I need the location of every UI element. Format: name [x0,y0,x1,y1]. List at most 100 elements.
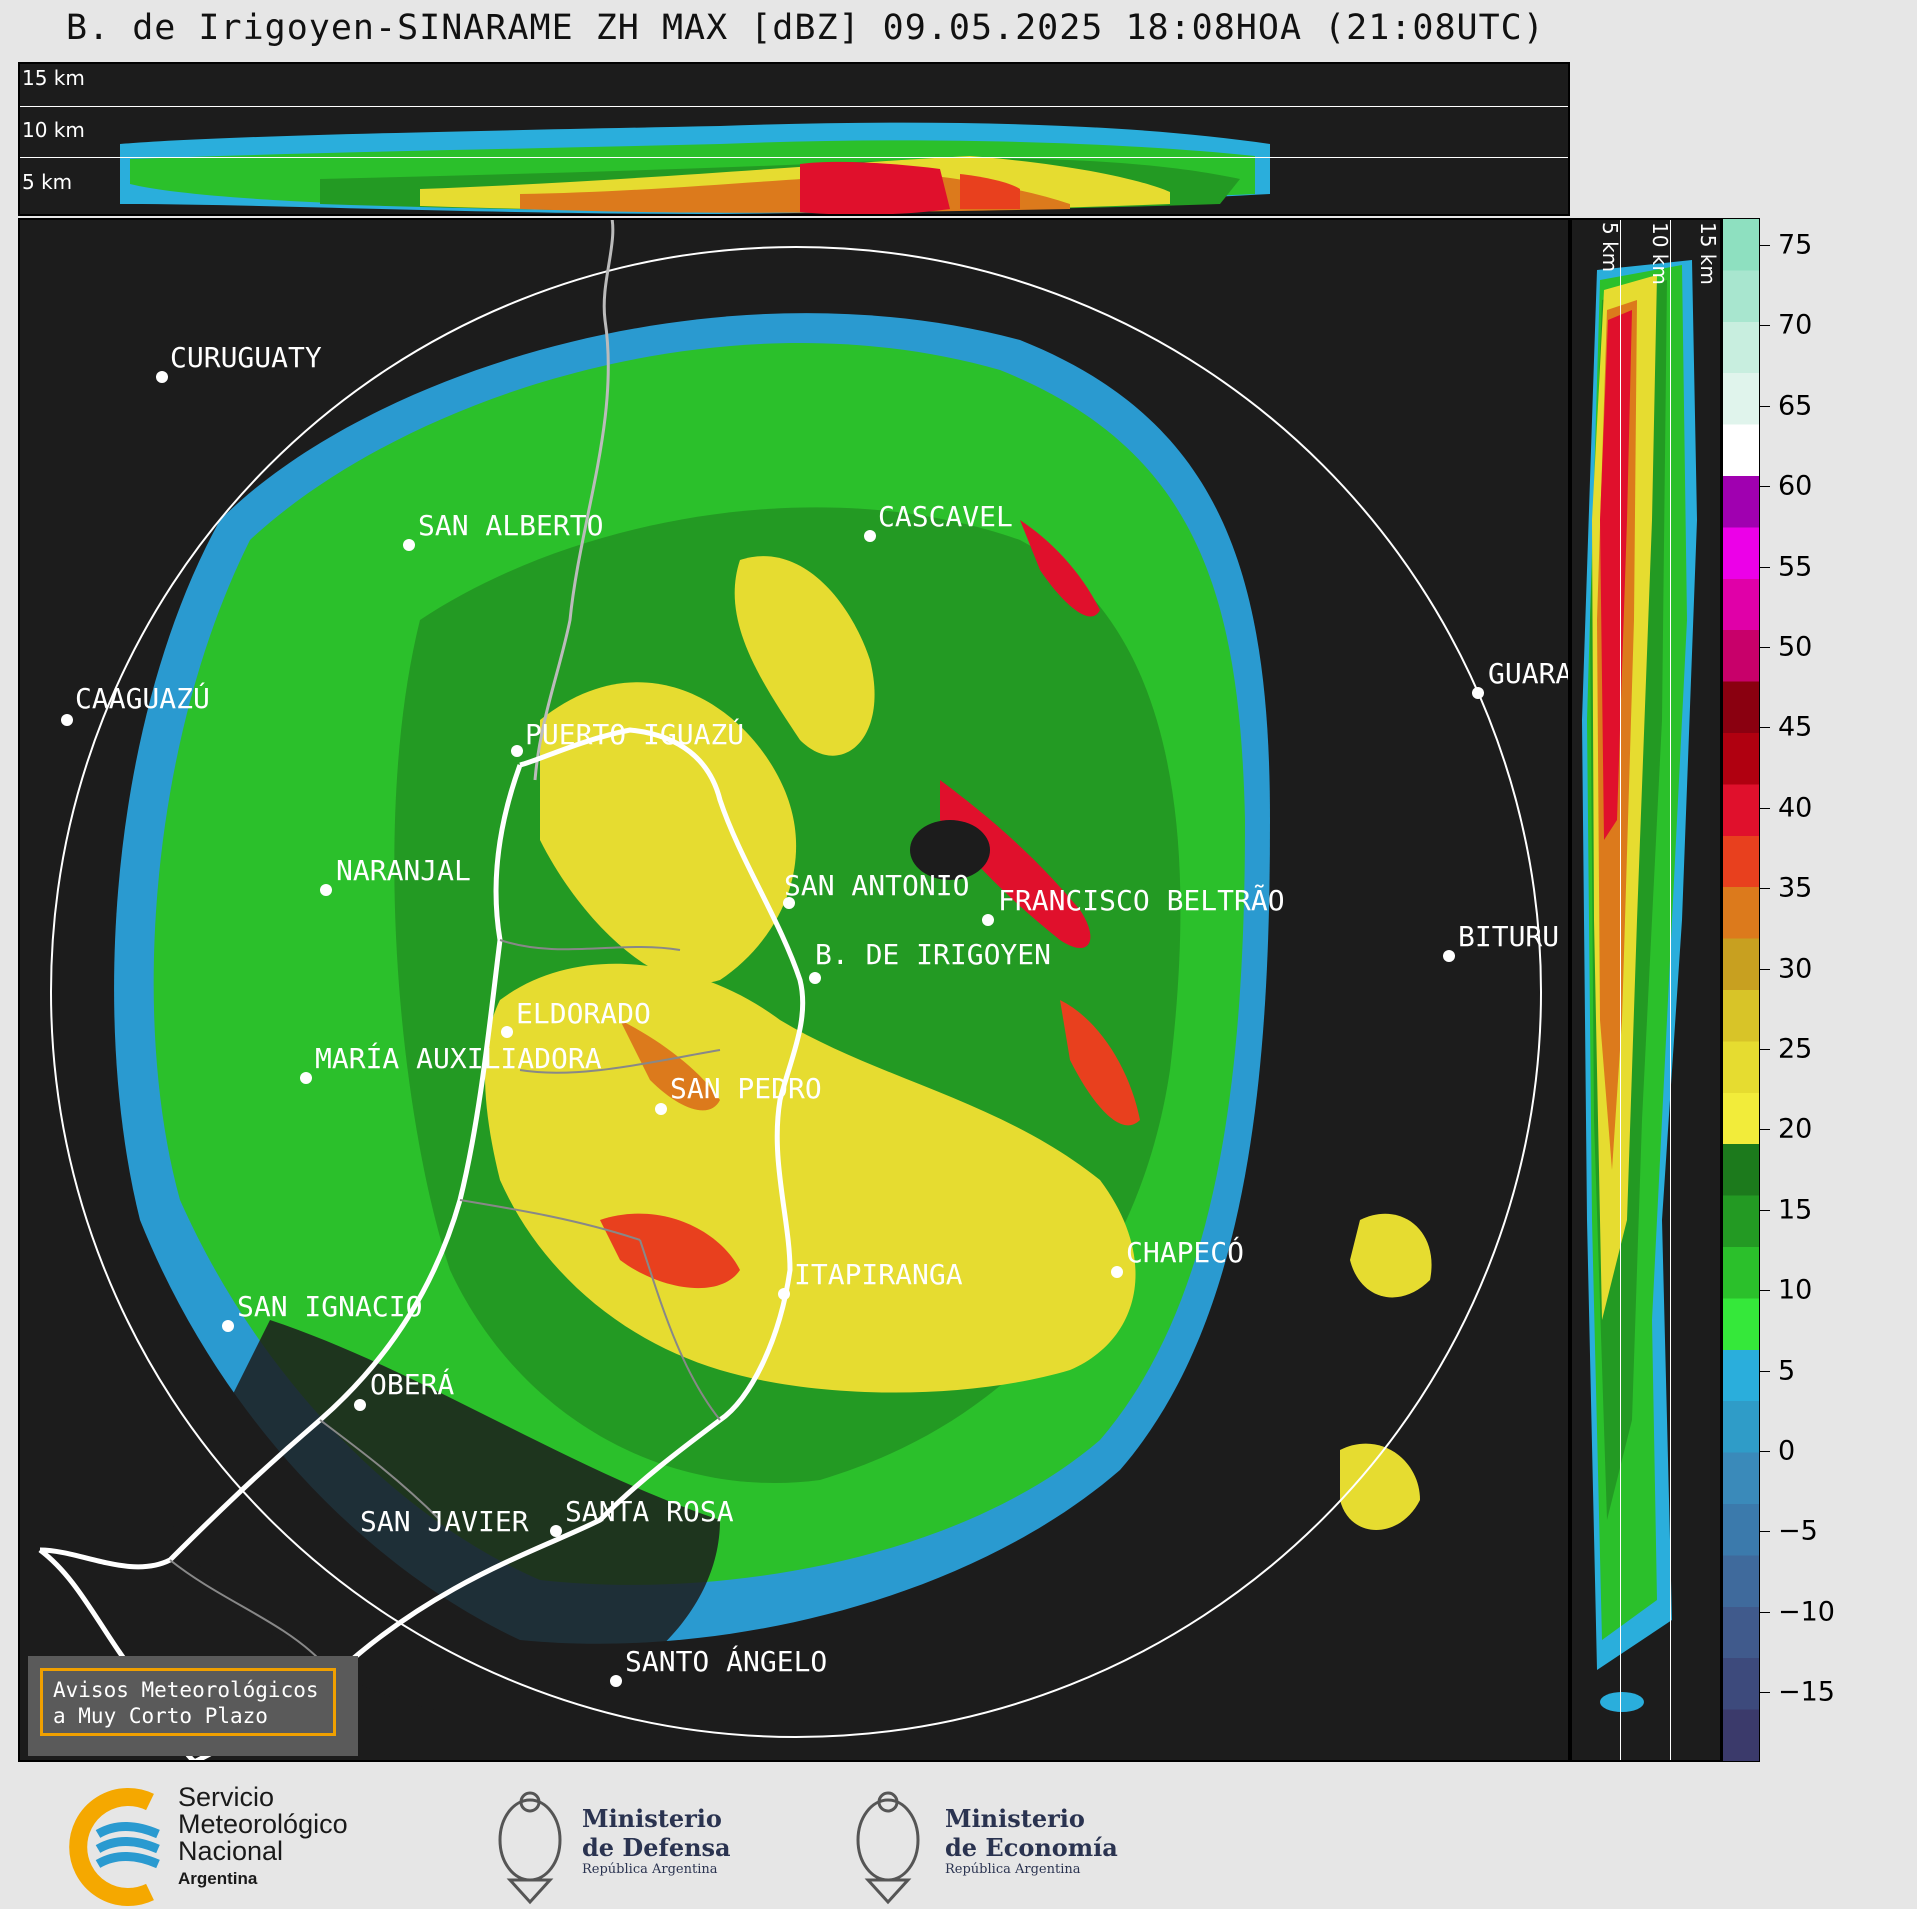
logo-graphics [69,1788,920,1906]
colorbar-tick-mark [1760,968,1770,970]
colorbar-tick-mark [1760,1129,1770,1131]
smn-line-1: Servicio [178,1782,275,1812]
city-marker [1443,950,1455,962]
colorbar-tick-label: 5 [1778,1355,1796,1387]
colorbar-tick-mark [1760,486,1770,488]
city-label-guara: GUARA [1488,657,1570,690]
colorbar-tick-label: 20 [1778,1113,1813,1145]
city-label-caaguazu: CAAGUAZÚ [75,681,210,715]
city-label-obera: OBERÁ [370,1367,454,1401]
colorbar-tick-label: 55 [1778,551,1813,583]
city-label-san-alberto: SAN ALBERTO [418,509,603,542]
city-label-san-javier: SAN JAVIER [360,1505,529,1538]
colorbar-tick-mark [1760,1451,1770,1452]
city-marker [156,371,168,383]
defensa-line-1: Ministerio [582,1804,722,1833]
height-line-side-10km [1670,220,1671,1760]
side-height-label-15km: 15 km [1696,222,1720,285]
colorbar-tick-mark [1760,1049,1770,1050]
city-label-cascavel: CASCAVEL [878,500,1013,533]
city-label-chapeco: CHAPECÓ [1126,1235,1244,1269]
footer: Servicio Meteorológico Nacional Argentin… [0,1762,1917,1909]
defensa-emblem-icon [498,1791,562,1905]
city-marker [778,1288,790,1300]
city-marker [809,972,821,984]
colorbar-tick-label: −15 [1778,1676,1835,1708]
colorbar-tick-label: 45 [1778,711,1813,743]
colorbar-tick-mark [1760,727,1770,729]
city-marker [511,745,523,757]
warning-box[interactable]: Avisos Meteorológicos a Muy Corto Plazo [28,1656,358,1756]
top-cross-section-echoes [120,122,1270,214]
warning-line-2: a Muy Corto Plazo [53,1704,268,1728]
side-cross-section-panel: 5 km 10 km 15 km [1570,218,1722,1762]
city-markers [61,371,1484,1687]
city-label-naranjal: NARANJAL [336,854,471,887]
colorbar-tick-mark [1760,1370,1770,1372]
colorbar-tick-mark [1760,566,1770,568]
city-marker [1472,687,1484,699]
city-marker [354,1399,366,1411]
city-marker [783,897,795,909]
side-height-label-10km: 10 km [1648,222,1672,285]
colorbar-tick-label: 25 [1778,1033,1813,1065]
colorbar-tick-label: 60 [1778,470,1813,502]
city-label-curuguaty: CURUGUATY [170,341,322,374]
city-marker [222,1320,234,1332]
economia-logo-text: Ministerio de Economía República Argenti… [945,1804,1118,1877]
city-marker [655,1103,667,1115]
radar-map[interactable]: CURUGUATY SAN ALBERTO CASCAVEL CAAGUAZÚ … [18,218,1570,1762]
colorbar-tick-label: 35 [1778,872,1813,904]
city-label-bituru: BITURU [1458,920,1559,953]
city-marker [610,1675,622,1687]
economia-line-1: Ministerio [945,1804,1085,1833]
warning-line-1: Avisos Meteorológicos [53,1678,319,1702]
colorbar-tick-label: 30 [1778,953,1813,985]
city-marker [501,1026,513,1038]
colorbar-tick-label: 40 [1778,792,1813,824]
city-label-san-pedro: SAN PEDRO [670,1072,822,1105]
colorbar [1722,218,1760,1762]
colorbar-tick-mark [1760,888,1770,890]
colorbar-tick-mark [1760,807,1770,809]
colorbar-tick-mark [1760,325,1770,327]
height-line-10km [20,106,1568,107]
city-marker [864,530,876,542]
colorbar-tick-label: 75 [1778,229,1813,261]
smn-line-4: Argentina [178,1869,258,1888]
colorbar-tick-label: 15 [1778,1194,1813,1226]
defensa-logo-text: Ministerio de Defensa República Argentin… [582,1804,731,1877]
city-label-eldorado: ELDORADO [516,997,651,1030]
city-marker [61,714,73,726]
smn-line-3: Nacional [178,1836,284,1866]
colorbar-tick-label: −10 [1778,1596,1835,1628]
smn-logo-icon [69,1788,160,1906]
height-label-15km: 15 km [22,66,85,90]
city-label-maria-auxiliadora: MARÍA AUXILIADORA [315,1041,602,1075]
city-label-puerto-iguazu: PUERTO IGUAZÚ [525,717,744,751]
colorbar-tick-label: 10 [1778,1274,1813,1306]
defensa-line-2: de Defensa [582,1833,731,1862]
city-label-b-de-irigoyen: B. DE IRIGOYEN [815,938,1051,971]
smn-logo-text: Servicio Meteorológico Nacional Argentin… [178,1784,348,1892]
height-line-5km [20,157,1568,158]
city-marker [550,1525,562,1537]
side-cross-section-echoes [1582,260,1697,1712]
colorbar-tick-mark [1760,1290,1770,1292]
colorbar-tick-label: 50 [1778,631,1813,663]
colorbar-tick-label: 65 [1778,390,1813,422]
colorbar-tick-mark [1760,1209,1770,1211]
city-label-santo-angelo: SANTO ÁNGELO [625,1644,827,1678]
city-label-san-antonio: SAN ANTONIO [784,869,969,902]
city-marker [320,884,332,896]
colorbar-tick-mark [1760,647,1770,648]
city-label-francisco-beltrao: FRANCISCO BELTRÃO [998,884,1285,917]
city-marker [403,539,415,551]
radar-map-graphics: CURUGUATY SAN ALBERTO CASCAVEL CAAGUAZÚ … [38,220,1570,1760]
colorbar-tick-mark [1760,1611,1770,1613]
warning-box-inner: Avisos Meteorológicos a Muy Corto Plazo [40,1668,336,1736]
colorbar-tick-label: −5 [1778,1515,1818,1547]
page-title: B. de Irigoyen-SINARAME ZH MAX [dBZ] 09.… [66,8,1545,48]
economia-line-3: República Argentina [945,1862,1081,1877]
city-marker [300,1072,312,1084]
